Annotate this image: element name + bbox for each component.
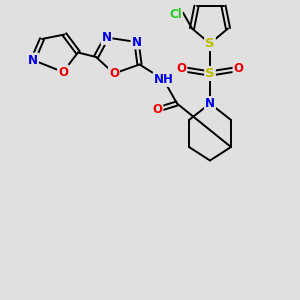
Text: S: S (205, 37, 215, 50)
Text: S: S (205, 67, 215, 80)
Text: N: N (205, 97, 215, 110)
Text: N: N (131, 35, 142, 49)
Text: O: O (152, 103, 163, 116)
Text: O: O (58, 65, 68, 79)
Text: Cl: Cl (169, 8, 182, 22)
Text: O: O (109, 67, 119, 80)
Text: O: O (176, 62, 187, 76)
Text: N: N (101, 31, 112, 44)
Text: NH: NH (154, 73, 173, 86)
Text: N: N (28, 53, 38, 67)
Text: O: O (233, 62, 244, 76)
